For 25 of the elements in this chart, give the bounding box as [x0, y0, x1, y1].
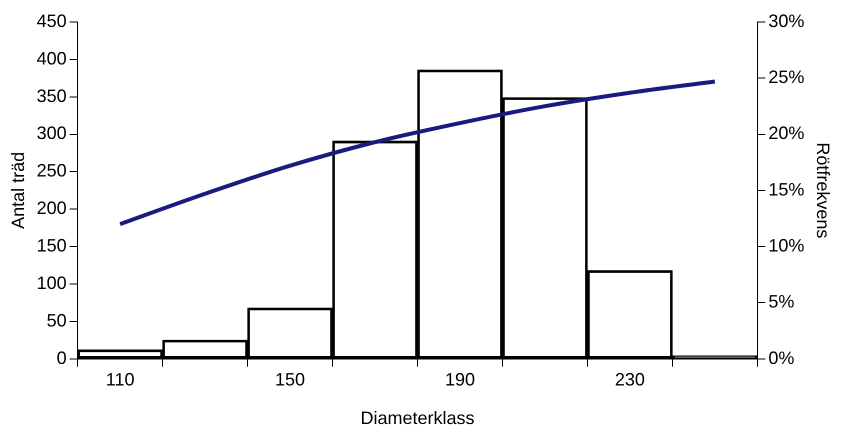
y-tick-label: 300: [36, 123, 67, 144]
y2-tick-label: 0%: [768, 348, 794, 368]
y2-axis-title: Rötfrekvens: [813, 142, 834, 238]
y-tick-label: 150: [36, 236, 67, 256]
y-axis-title: Antal träd: [8, 152, 28, 229]
y-tick-label: 400: [36, 48, 67, 68]
y2-tick-label: 10%: [768, 236, 804, 256]
y2-tick-label: 5%: [768, 292, 794, 312]
y-tick-label: 200: [36, 198, 67, 218]
y-tick-label: 100: [36, 272, 67, 293]
x-tick-label: 190: [444, 370, 476, 390]
line-series: [118, 80, 717, 226]
y-tick-label: 50: [46, 310, 67, 330]
y-tick-label: 450: [36, 10, 67, 31]
x-tick-label: 150: [275, 370, 306, 390]
y-tick-label: 0: [56, 348, 67, 368]
y2-tick-label: 20%: [768, 123, 804, 144]
y2-tick-label: 15%: [768, 179, 804, 200]
x-tick-label: 230: [614, 370, 645, 390]
x-tick-label: 110: [106, 370, 134, 390]
y2-tick-label: 30%: [768, 10, 804, 31]
y-tick-label: 250: [36, 160, 67, 181]
y2-tick-label: 25%: [768, 67, 804, 88]
y-tick-label: 350: [36, 86, 67, 106]
x-axis-title: Diameterklass: [360, 408, 475, 428]
